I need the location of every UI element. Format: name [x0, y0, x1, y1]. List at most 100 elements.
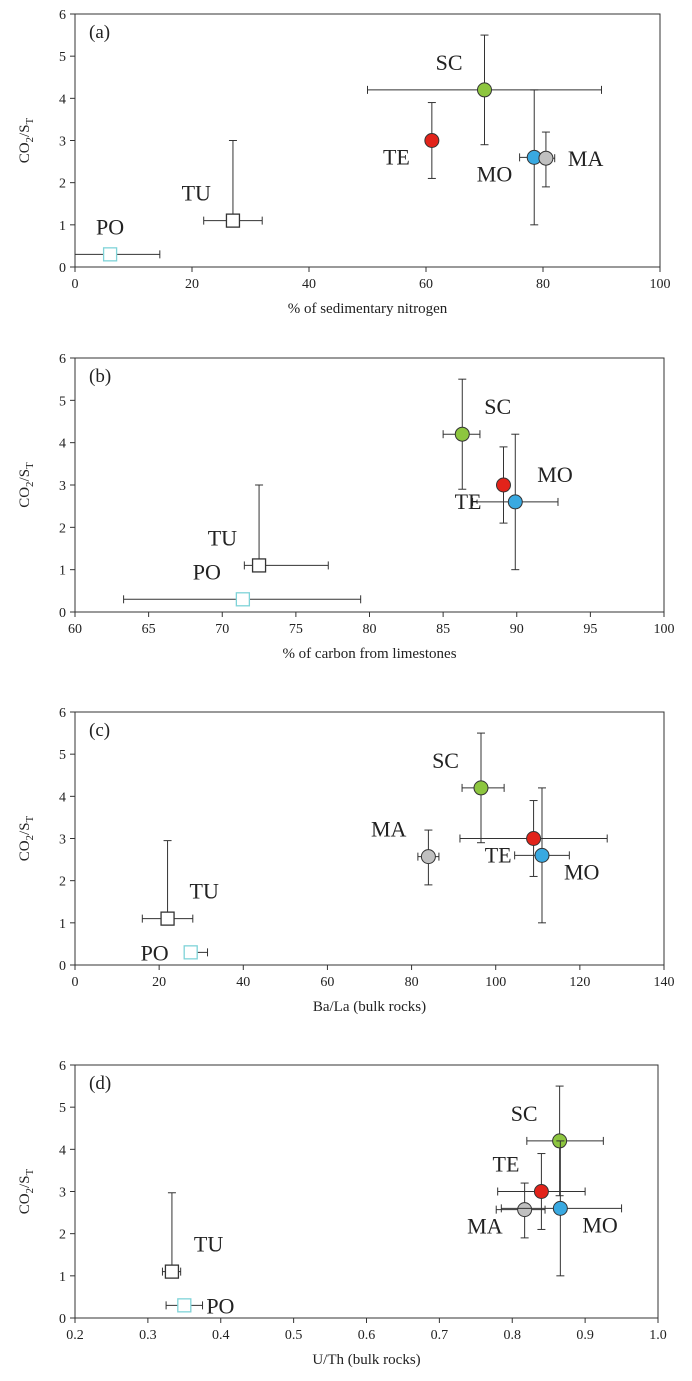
- marker-circle: [473, 780, 489, 796]
- y-axis-label-part: CO: [17, 840, 33, 861]
- data-point-te: TE: [383, 102, 440, 179]
- marker-circle: [538, 150, 554, 166]
- y-tick-label: 0: [59, 261, 66, 276]
- point-label: PO: [96, 214, 124, 239]
- x-tick-label: 20: [152, 975, 166, 990]
- panel-d: 0 1 2 3 4 5 6 0.2 0.3 0.4 0.5 0.6 0.7 0.8 0.9 1.0 U/Th (…: [17, 1059, 667, 1368]
- data-point-mo: MO: [500, 1140, 623, 1277]
- y-tick-label: 1: [59, 1270, 66, 1285]
- x-tick-label: 120: [569, 975, 590, 990]
- x-tick-label: 60: [68, 622, 82, 637]
- y-tick-label: 3: [59, 833, 66, 848]
- point-label: TU: [194, 1232, 223, 1257]
- y-tick-label: 6: [59, 8, 66, 23]
- point-label: SC: [511, 1101, 538, 1126]
- point-label: MA: [568, 146, 604, 171]
- data-point-sc: SC: [442, 378, 511, 490]
- y-tick-label: 0: [59, 959, 66, 974]
- y-tick-label: 1: [59, 564, 66, 579]
- x-tick-label: 140: [654, 975, 675, 990]
- y-axis-label-part: 2: [24, 481, 36, 487]
- x-tick-label: 0.9: [576, 1328, 594, 1343]
- x-tick-label: 90: [510, 622, 524, 637]
- y-axis-label: CO2/ST: [17, 815, 36, 861]
- marker-square: [235, 592, 251, 607]
- plot-frame: [74, 13, 661, 268]
- point-label: TU: [208, 525, 237, 550]
- y-axis-label-part: /S: [17, 1175, 33, 1188]
- y-axis-label-part: T: [24, 1168, 36, 1175]
- y-tick-label: 3: [59, 1186, 66, 1201]
- x-tick-label: 0.8: [504, 1328, 522, 1343]
- y-axis-label-part: CO: [17, 487, 33, 508]
- y-tick-label: 4: [59, 437, 66, 452]
- data-point-po: PO: [165, 1293, 234, 1318]
- point-label: TU: [182, 181, 211, 206]
- data-point-po: PO: [123, 559, 362, 607]
- x-axis-label: % of carbon from limestones: [282, 646, 456, 662]
- point-label: TE: [485, 843, 512, 868]
- y-axis-label-part: /S: [17, 124, 33, 137]
- x-tick-label: 80: [536, 277, 550, 292]
- y-tick-label: 2: [59, 177, 66, 192]
- x-tick-label: 60: [320, 975, 334, 990]
- marker-circle: [495, 477, 511, 493]
- data-point-mo: MO: [514, 787, 599, 924]
- y-tick-label: 4: [59, 92, 66, 107]
- point-label: TE: [493, 1152, 520, 1177]
- y-tick-label: 2: [59, 1228, 66, 1243]
- x-tick-label: 80: [405, 975, 419, 990]
- marker-circle: [420, 849, 436, 865]
- data-point-po: PO: [74, 214, 161, 262]
- x-tick-label: 60: [419, 277, 433, 292]
- marker-circle: [533, 1184, 549, 1199]
- y-axis-label-part: T: [24, 462, 36, 469]
- panel-b: 0 1 2 3 4 5 6 60 65 70 75 80 85 90 95 100 % of carbon fr…: [17, 352, 675, 662]
- y-axis-label: CO2/ST: [17, 117, 36, 163]
- x-tick-label: 0.6: [358, 1328, 376, 1343]
- point-label: PO: [141, 940, 169, 965]
- plot-frame: [74, 357, 665, 613]
- y-tick-label: 3: [59, 135, 66, 150]
- point-label: PO: [206, 1293, 234, 1318]
- data-point-po: PO: [141, 940, 209, 965]
- data-point-tu: TU: [182, 140, 263, 228]
- point-label: SC: [436, 50, 463, 75]
- y-axis-label-part: CO: [17, 1193, 33, 1214]
- y-tick-label: 0: [59, 606, 66, 621]
- point-label: SC: [484, 394, 511, 419]
- panel-label: (d): [89, 1073, 111, 1094]
- x-axis-label: U/Th (bulk rocks): [312, 1352, 420, 1368]
- data-point-tu: TU: [161, 1192, 223, 1279]
- y-axis-label: CO2/ST: [17, 1168, 36, 1214]
- y-axis-label-part: 2: [24, 1188, 36, 1194]
- x-tick-label: 0: [72, 277, 79, 292]
- marker-square: [183, 945, 198, 960]
- data-point-sc: SC: [511, 1085, 604, 1197]
- point-label: MO: [564, 859, 599, 884]
- y-tick-label: 4: [59, 1143, 66, 1158]
- x-tick-label: 0.4: [212, 1328, 230, 1343]
- x-tick-label: 100: [650, 277, 671, 292]
- data-point-mo: MO: [472, 433, 573, 571]
- y-tick-label: 0: [59, 1312, 66, 1327]
- marker-circle: [526, 831, 542, 846]
- panel-label: (b): [89, 366, 111, 387]
- x-tick-label: 0.2: [66, 1328, 84, 1343]
- y-tick-label: 5: [59, 394, 66, 409]
- data-point-ma: MA: [538, 131, 604, 188]
- x-tick-label: 100: [654, 622, 675, 637]
- data-point-ma: MA: [371, 817, 440, 886]
- y-tick-label: 4: [59, 790, 66, 805]
- data-point-tu: TU: [208, 484, 329, 573]
- marker-circle: [517, 1202, 533, 1218]
- point-label: PO: [193, 559, 221, 584]
- data-point-te: TE: [493, 1152, 586, 1230]
- x-axis-label: Ba/La (bulk rocks): [313, 999, 426, 1015]
- y-tick-label: 2: [59, 875, 66, 890]
- y-tick-label: 3: [59, 479, 66, 494]
- point-label: TE: [455, 489, 482, 514]
- y-axis-label-part: 2: [24, 137, 36, 143]
